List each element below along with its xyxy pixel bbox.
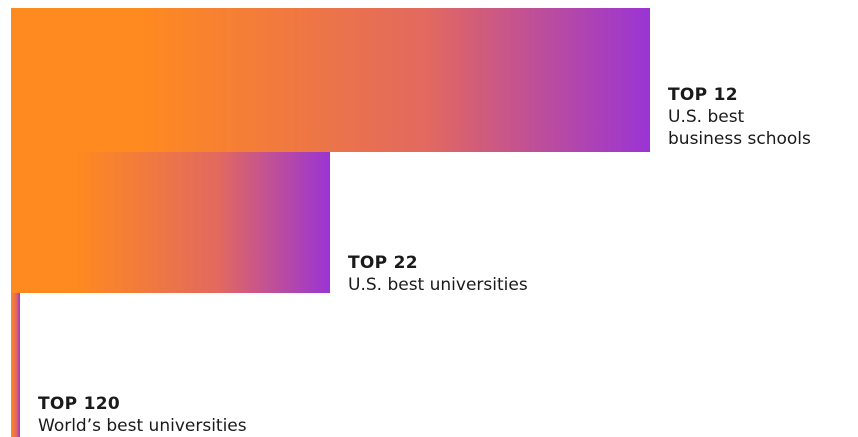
desc-top-120-line-1: World’s best universities [38, 416, 247, 436]
rank-top-12: TOP 12 [668, 85, 738, 105]
bar-top-12-business-schools [11, 8, 650, 152]
rank-top-22: TOP 22 [348, 253, 418, 273]
bar-top-22-us-universities [11, 152, 330, 293]
label-top-120: TOP 120 World’s best universities [38, 393, 247, 437]
desc-top-12-line-2: business schools [668, 129, 811, 149]
rank-top-120: TOP 120 [38, 394, 121, 414]
label-top-22: TOP 22 U.S. best universities [348, 252, 528, 296]
label-top-12: TOP 12 U.S. best business schools [668, 84, 811, 150]
desc-top-22-line-1: U.S. best universities [348, 275, 528, 295]
desc-top-12-line-1: U.S. best [668, 107, 745, 127]
bar-top-120-world-universities [11, 293, 20, 437]
